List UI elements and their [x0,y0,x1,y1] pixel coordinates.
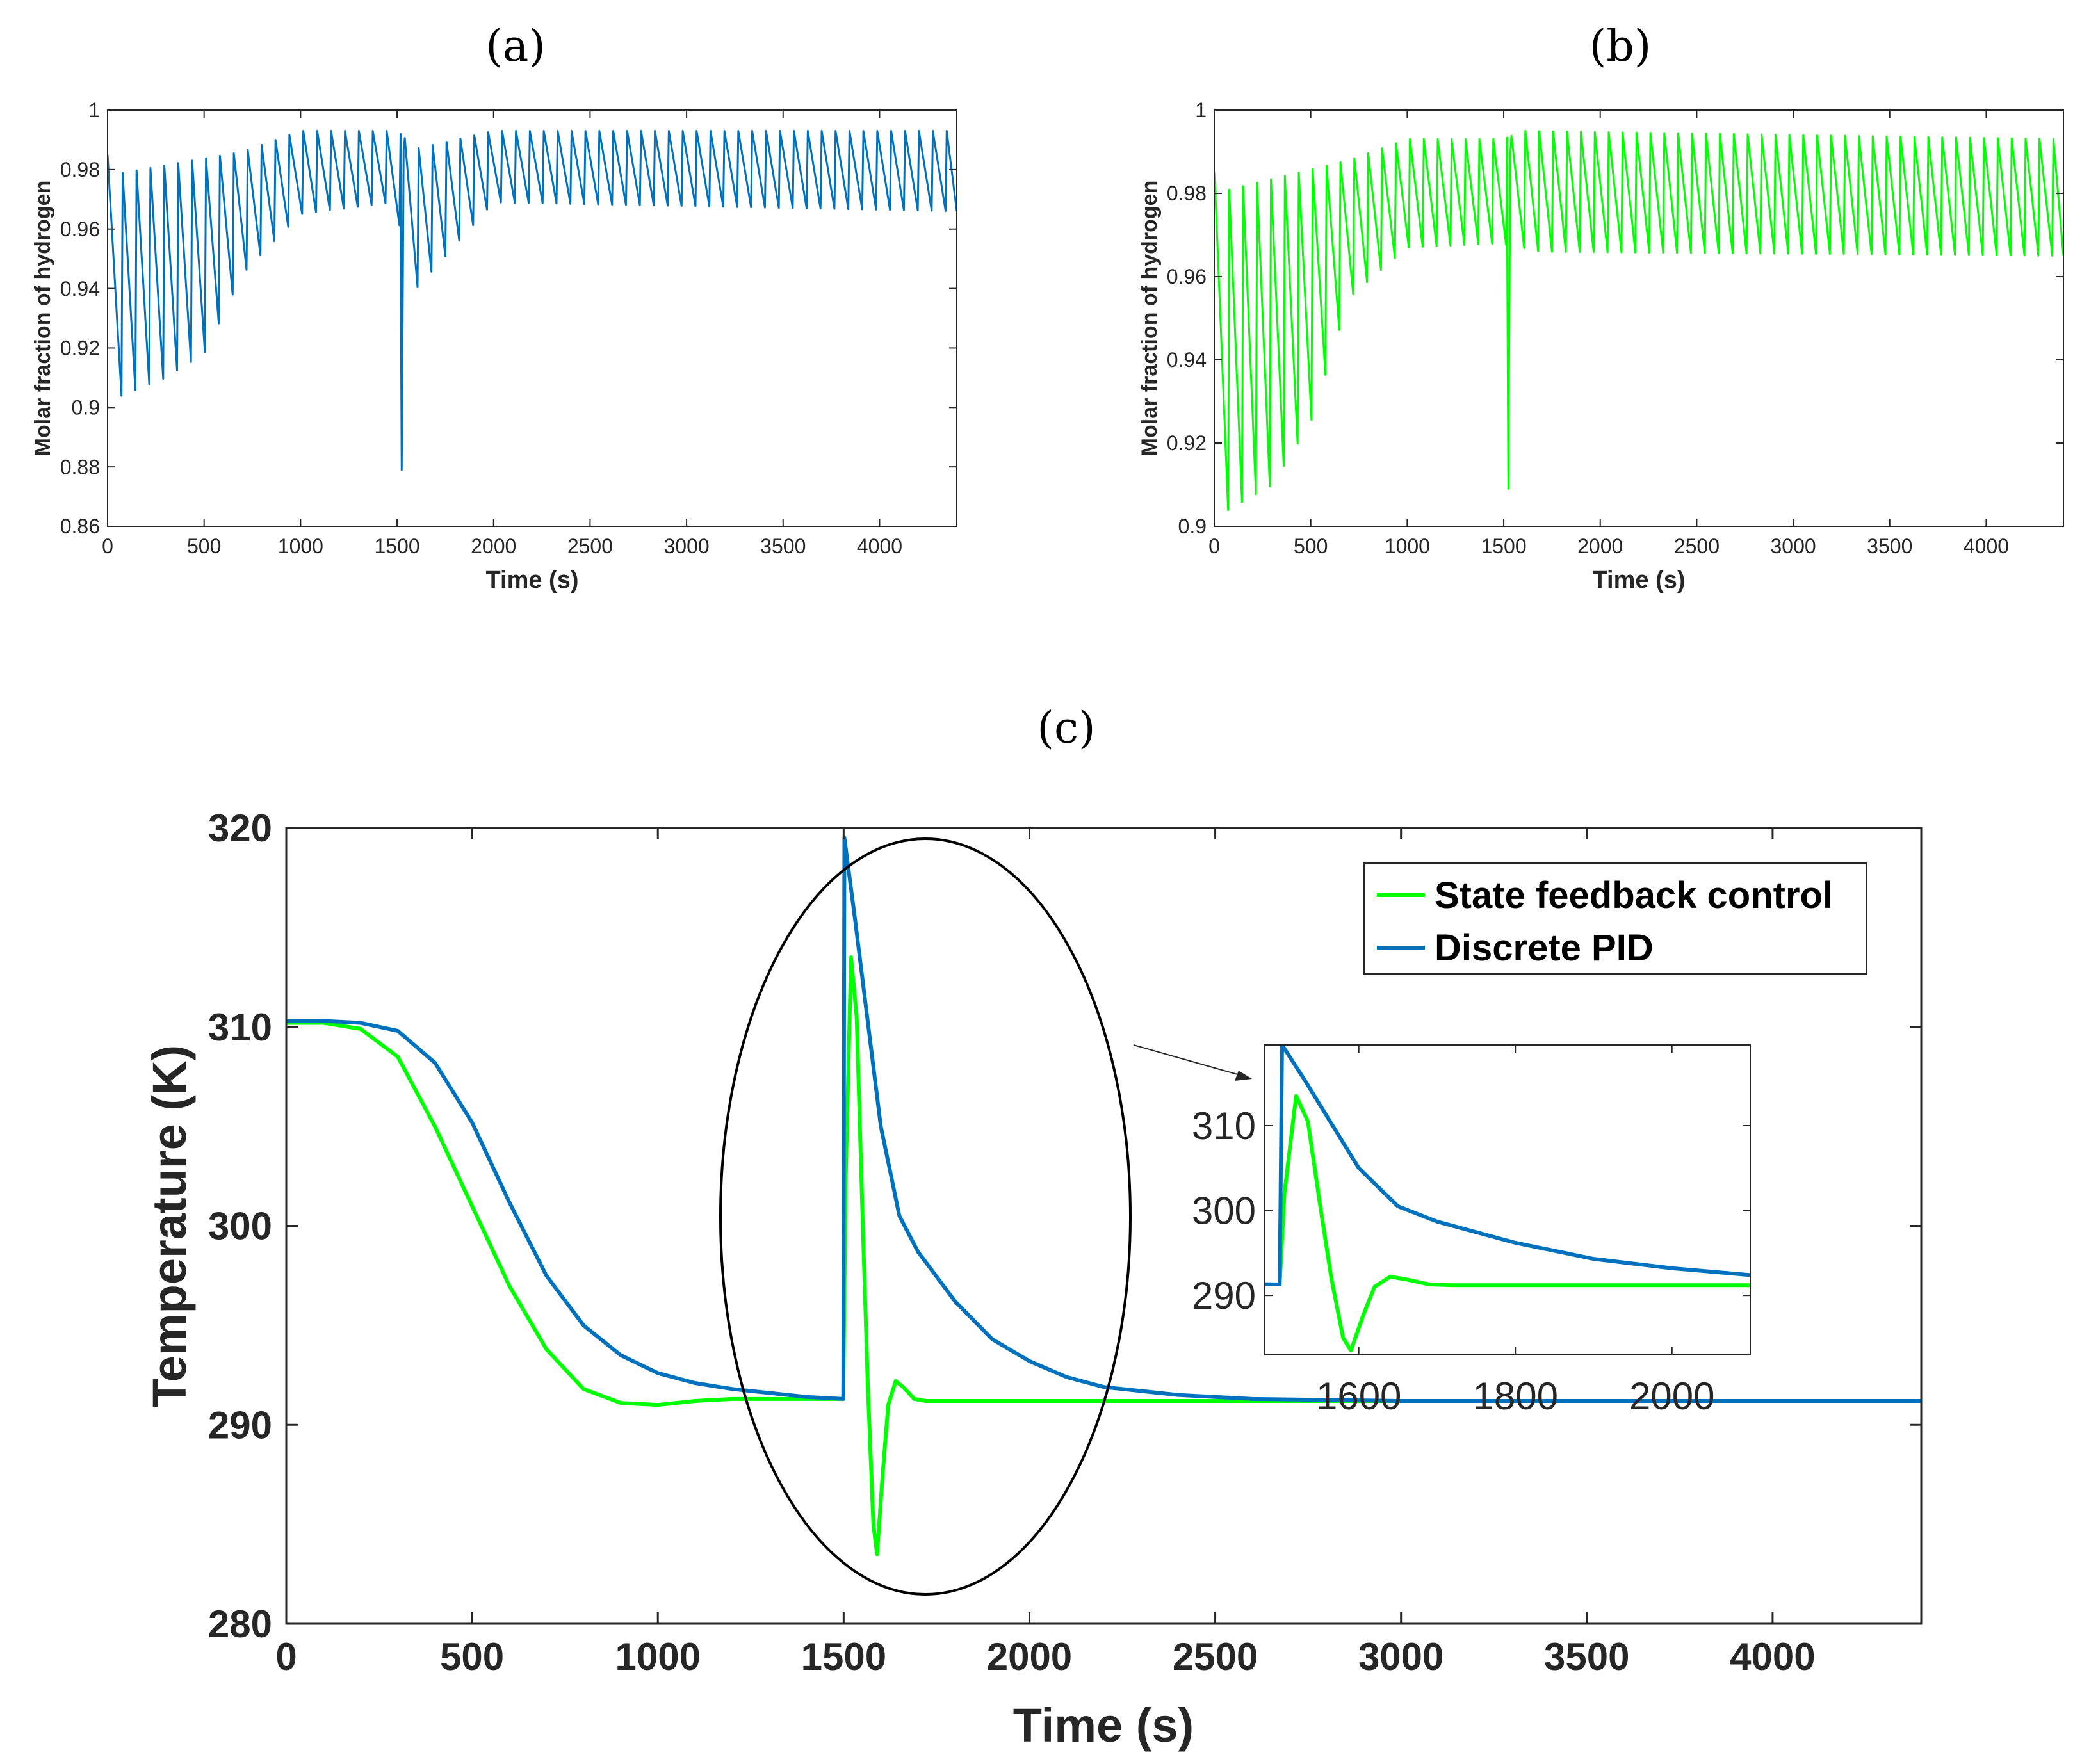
x-tick-label: 500 [440,1635,504,1678]
y-tick-label: 310 [208,1006,272,1049]
x-tick-label: 500 [1294,535,1328,558]
x-tick-label: 4000 [1964,535,2009,558]
zoom-inset: 1600 1800 2000 290 300 310 [1192,1044,1751,1418]
inset-arrow-line [1133,1044,1249,1078]
x-tick-label: 1800 [1472,1375,1557,1418]
panel-c-title: (c) [1037,703,1095,754]
panel-b-title: (b) [1590,21,1652,72]
x-tick-label: 1600 [1316,1375,1401,1418]
y-tick-label: 0.9 [1178,515,1207,538]
x-tick-label: 1500 [1481,535,1526,558]
panel-c-y-label: Temperature (K) [143,1045,196,1407]
panel-c-y-ticks: 280 290 300 310 320 [208,807,1921,1646]
x-tick-label: 2000 [471,535,516,558]
x-tick-label: 1500 [801,1635,886,1678]
panel-b-x-label: Time (s) [1592,567,1685,594]
y-tick-label: 310 [1192,1105,1256,1147]
legend-box [1363,862,1867,975]
x-tick-label: 2500 [1173,1635,1258,1678]
inset-y-ticks: 290 300 310 [1192,1105,1750,1317]
state-feedback-line [286,955,1921,1557]
y-tick-label: 0.86 [60,515,100,538]
panel-a-axes-box [107,109,957,527]
x-tick-label: 0 [102,535,113,558]
panel-c-x-ticks: 0 500 1000 1500 2000 2500 3000 3500 4000 [275,828,1816,1678]
y-tick-label: 280 [208,1603,272,1646]
y-tick-label: 1 [88,99,100,122]
inset-axes-box [1264,1044,1751,1355]
y-tick-label: 0.92 [60,337,100,360]
panel-c-x-label: Time (s) [1013,1699,1194,1752]
x-tick-label: 3500 [760,535,806,558]
x-tick-label: 3500 [1867,535,1912,558]
y-tick-label: 0.98 [60,158,100,181]
highlight-ellipse [719,837,1132,1596]
y-tick-label: 300 [1192,1190,1256,1233]
x-tick-label: 4000 [857,535,902,558]
x-tick-label: 2000 [987,1635,1072,1678]
x-tick-label: 3000 [1358,1635,1443,1678]
legend: State feedback control Discrete PID [1363,862,1867,975]
panel-a-x-label: Time (s) [485,567,578,594]
y-tick-label: 290 [208,1404,272,1446]
x-tick-label: 1000 [278,535,323,558]
x-tick-label: 2500 [1674,535,1720,558]
panel-a-x-ticks: 0 500 1000 1500 2000 2500 3000 3500 4000 [102,110,902,558]
molar-fraction-line-b [1214,130,2063,512]
y-tick-label: 1 [1195,99,1207,122]
y-tick-label: 0.94 [1167,348,1207,371]
panel-a-y-ticks: 0.86 0.88 0.9 0.92 0.94 0.96 0.98 1 [60,99,957,538]
panel-a-y-label: Molar fraction of hydrogen [31,181,55,457]
panel-c: (c) 0 500 1000 1500 2000 2500 3000 3500 4000 280… [143,703,1923,1752]
x-tick-label: 0 [275,1635,297,1678]
legend-label-state-feedback: State feedback control [1435,875,1833,916]
inset-state-feedback-line [1265,1094,1750,1353]
x-tick-label: 1000 [615,1635,700,1678]
y-tick-label: 320 [208,807,272,850]
panel-b-x-ticks: 0 500 1000 1500 2000 2500 3000 3500 4000 [1208,110,2009,558]
y-tick-label: 0.9 [72,396,100,419]
y-tick-label: 300 [208,1205,272,1248]
panel-a-series [108,130,957,471]
x-tick-label: 2000 [1629,1375,1714,1418]
x-tick-label: 3000 [663,535,709,558]
panel-a-title: (a) [485,21,546,72]
x-tick-label: 500 [187,535,221,558]
inset-series [1265,1045,1750,1353]
y-tick-label: 0.96 [1167,265,1207,288]
panel-b-y-label: Molar fraction of hydrogen [1137,181,1162,457]
inset-x-ticks: 1600 1800 2000 [1316,1045,1714,1418]
inset-background [1265,1045,1750,1355]
y-tick-label: 290 [1192,1274,1256,1317]
x-tick-label: 4000 [1730,1635,1815,1678]
panel-b-series [1214,130,2063,512]
x-tick-label: 1000 [1385,535,1430,558]
x-tick-label: 1500 [374,535,419,558]
y-tick-label: 0.88 [60,455,100,478]
y-tick-label: 0.96 [60,218,100,241]
y-tick-label: 0.92 [1167,432,1207,455]
y-tick-label: 0.98 [1167,182,1207,205]
molar-fraction-line-a [108,130,957,471]
panel-b-axes-box [1214,109,2064,527]
legend-label-discrete-pid: Discrete PID [1435,927,1654,969]
x-tick-label: 3000 [1770,535,1816,558]
y-tick-label: 0.94 [60,277,100,300]
panel-a: (a) 0 500 1000 1500 2000 2500 3000 3500 4000 0.8… [31,21,957,594]
panel-b-y-ticks: 0.9 0.92 0.94 0.96 0.98 1 [1167,99,2063,538]
panel-b: (b) 0 500 1000 1500 2000 2500 3000 3500 4000 0.9… [1137,21,2064,594]
x-tick-label: 2500 [567,535,613,558]
x-tick-label: 3500 [1544,1635,1629,1678]
x-tick-label: 0 [1208,535,1220,558]
x-tick-label: 2000 [1577,535,1623,558]
inset-arrow-head [1235,1071,1252,1081]
